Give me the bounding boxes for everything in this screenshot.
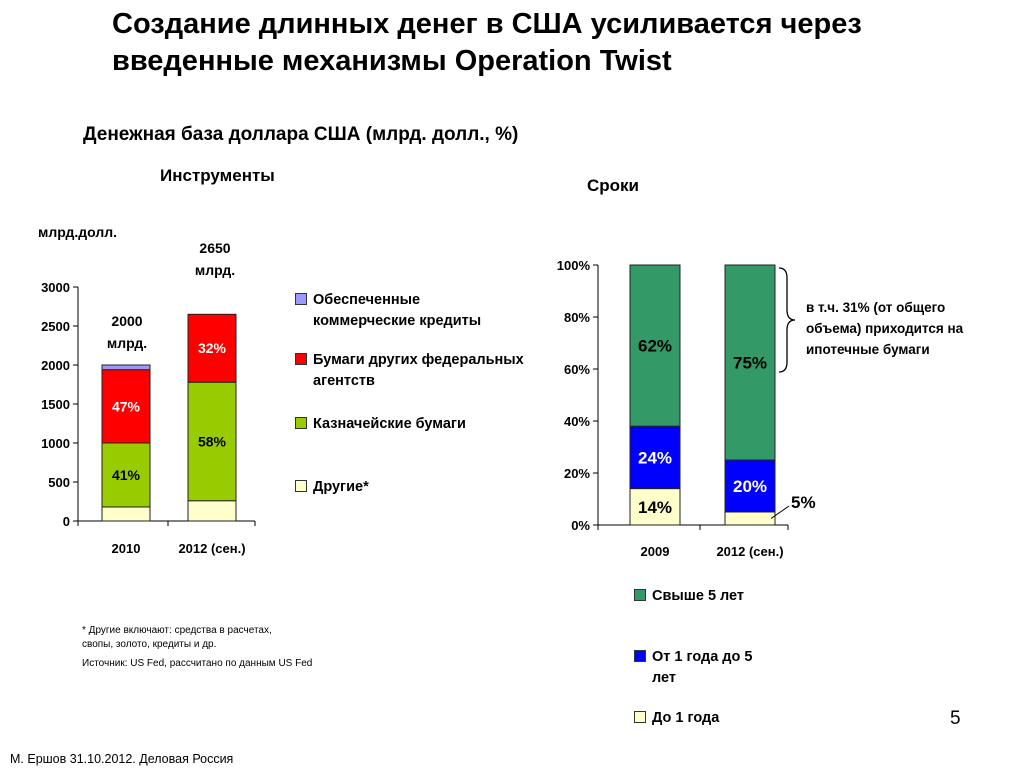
- bar-segment: [101, 506, 151, 522]
- instruments-chart: 0 500 1000 1500 2000 2500 3000 41% 47% 2010 58% 32%…: [41, 280, 256, 556]
- data-label: 24%: [638, 448, 672, 467]
- legend-label: Обеспеченные коммерческие кредиты: [313, 292, 482, 329]
- legend-label: Свыше 5 лет: [652, 588, 745, 604]
- bar-segment: [187, 313, 237, 383]
- terms-chart: 0% 20% 40% 60% 80% 100% 14% 24% 62% 2009 5% 20% 75% 2…: [557, 258, 816, 559]
- y-tick-label: 80%: [564, 310, 590, 325]
- bar-segment: [724, 459, 776, 513]
- legend-swatch: [295, 293, 307, 305]
- y-tick-label: 0: [63, 514, 70, 529]
- bar-segment: [187, 381, 237, 502]
- bar-segment: [629, 264, 681, 427]
- chart-subtitle: Денежная база доллара США (млрд. долл., …: [83, 124, 519, 145]
- x-tick-label: 2009: [641, 544, 670, 559]
- data-label: 47%: [112, 398, 141, 414]
- legend-item: Другие*: [295, 477, 369, 498]
- total-2012-label: 2650 млрд.: [190, 237, 240, 281]
- slide-title: Создание длинных денег в США усиливается…: [112, 8, 862, 77]
- mortgage-annotation: в т.ч. 31% (от общего объема) приходится…: [806, 300, 964, 357]
- legend-item: Казначейские бумаги: [295, 414, 466, 435]
- legend-label: Казначейские бумаги: [313, 416, 466, 432]
- bar-segment: [187, 500, 237, 522]
- legend-label: До 1 года: [652, 710, 720, 726]
- y-tick-label: 1000: [41, 436, 70, 451]
- source-note: Источник: US Fed, рассчитано по данным U…: [82, 658, 313, 669]
- y-tick-label: 100%: [557, 258, 591, 273]
- bar-segment: [629, 488, 681, 526]
- legend-label: Бумаги других федеральных агентств: [313, 352, 524, 389]
- bracket-icon: [778, 267, 796, 373]
- legend-swatch: [634, 650, 646, 662]
- data-label: 75%: [733, 354, 767, 373]
- data-label: 20%: [733, 477, 767, 496]
- bar-segment: [724, 264, 776, 461]
- unit-label: млрд.долл.: [38, 224, 117, 240]
- y-tick-label: 0%: [571, 518, 590, 533]
- legend-swatch: [295, 353, 307, 365]
- legend-label: От 1 года до 5 лет: [652, 649, 753, 686]
- instruments-title: Инструменты: [160, 166, 275, 185]
- data-label: 5%: [791, 493, 816, 512]
- legend-label: Другие*: [313, 479, 369, 495]
- total-2010-unit: млрд.: [106, 335, 148, 351]
- y-tick-label: 2000: [41, 358, 70, 373]
- y-tick-label: 2500: [41, 319, 70, 334]
- x-tick-label: 2012 (сен.): [716, 544, 783, 559]
- data-label: 14%: [638, 498, 672, 517]
- y-tick-label: 40%: [564, 414, 590, 429]
- footnote-line2: свопы, золото, кредиты и др.: [82, 639, 217, 650]
- y-tick-label: 500: [48, 475, 70, 490]
- data-label: 62%: [638, 337, 672, 356]
- data-label: 58%: [198, 433, 227, 449]
- total-2010-label: 2000 млрд.: [99, 310, 155, 354]
- legend-swatch: [295, 480, 307, 492]
- bar-segment: [724, 511, 776, 526]
- y-tick-label: 3000: [41, 280, 70, 295]
- footer-text: М. Ершов 31.10.2012. Деловая Россия: [10, 752, 234, 766]
- y-tick-label: 20%: [564, 466, 590, 481]
- data-label: 32%: [198, 340, 227, 356]
- x-tick-label: 2010: [112, 541, 141, 556]
- footnote-line1: * Другие включают: средства в расчетах,: [82, 625, 272, 636]
- footnote: * Другие включают: средства в расчетах, …: [82, 624, 272, 652]
- legend-item: Обеспеченные коммерческие кредиты: [295, 290, 525, 332]
- bar-segment: [629, 425, 681, 490]
- legend-item: Свыше 5 лет: [634, 586, 744, 607]
- terms-title: Сроки: [587, 176, 640, 195]
- bar-segment: [101, 369, 151, 444]
- leader-line: [770, 505, 790, 519]
- legend-item: Бумаги других федеральных агентств: [295, 350, 525, 392]
- data-label: 41%: [112, 467, 141, 483]
- legend-item: До 1 года: [634, 708, 719, 729]
- legend-swatch: [634, 711, 646, 723]
- page-number: 5: [950, 708, 961, 729]
- total-2010-value: 2000: [111, 313, 143, 329]
- legend-item: От 1 года до 5 лет: [634, 647, 774, 689]
- y-tick-label: 1500: [41, 397, 70, 412]
- x-tick-label: 2012 (сен.): [178, 541, 245, 556]
- legend-swatch: [634, 589, 646, 601]
- bar-segment: [101, 442, 151, 508]
- bar-segment: [101, 364, 151, 371]
- total-2012-unit: млрд.: [194, 262, 236, 278]
- total-2012-value: 2650: [199, 240, 231, 256]
- legend-swatch: [295, 417, 307, 429]
- y-tick-label: 60%: [564, 362, 590, 377]
